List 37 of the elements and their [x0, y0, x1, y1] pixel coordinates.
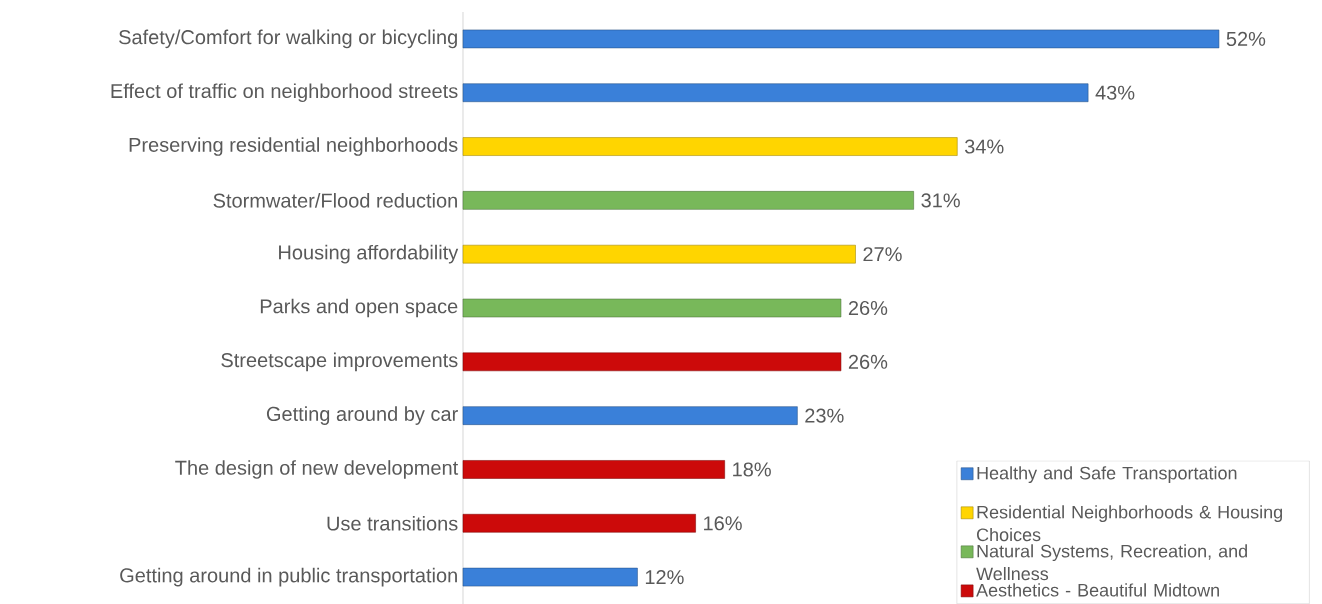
y-tick-label: The design of new development: [175, 460, 459, 479]
data-label: 26%: [848, 354, 888, 369]
bar: [462, 352, 842, 372]
legend-label: Aesthetics - Beautiful Midtown: [976, 583, 1219, 597]
data-label: 27%: [863, 247, 902, 262]
y-tick-label: Getting around by car: [266, 406, 458, 425]
y-tick-label: Getting around in public transportation: [120, 567, 457, 587]
data-label: 16%: [704, 516, 742, 531]
y-tick-label: Stormwater/Flood reduction: [213, 193, 457, 208]
bar: [462, 191, 914, 210]
bar: [462, 460, 725, 479]
data-label: 23%: [805, 408, 844, 423]
data-label: 12%: [645, 570, 684, 585]
bar: [462, 29, 1220, 49]
y-tick-label: Effect of traffic on neighborhood streets: [111, 83, 458, 103]
bar: [462, 298, 842, 318]
legend-label: Healthy and Safe Transportation: [977, 466, 1237, 484]
data-label: 31%: [921, 193, 960, 208]
y-tick-label: Parks and open space: [260, 298, 458, 318]
y-tick-label: Safety/Comfort for walking or bicycling: [119, 29, 457, 49]
legend-label: Natural Systems, Recreation, and Wellness: [976, 544, 1247, 581]
data-label: 52%: [1226, 31, 1266, 46]
bar: [462, 244, 856, 264]
bar: [462, 514, 696, 533]
bar: [462, 406, 798, 425]
data-label: 18%: [733, 462, 771, 477]
y-tick-label: Housing affordability: [279, 244, 459, 264]
y-tick-label: Use transitions: [327, 515, 458, 531]
bar: [462, 567, 638, 587]
y-tick-label: Preserving residential neighborhoods: [129, 137, 458, 156]
y-tick-label: Streetscape improvements: [221, 352, 458, 372]
bar: [462, 137, 958, 156]
data-label: 43%: [1095, 85, 1135, 100]
data-label: 26%: [848, 300, 888, 316]
bar: [462, 83, 1089, 102]
legend-label: Residential Neighborhoods & Housing Choices: [976, 505, 1282, 542]
data-label: 34%: [964, 139, 1004, 154]
